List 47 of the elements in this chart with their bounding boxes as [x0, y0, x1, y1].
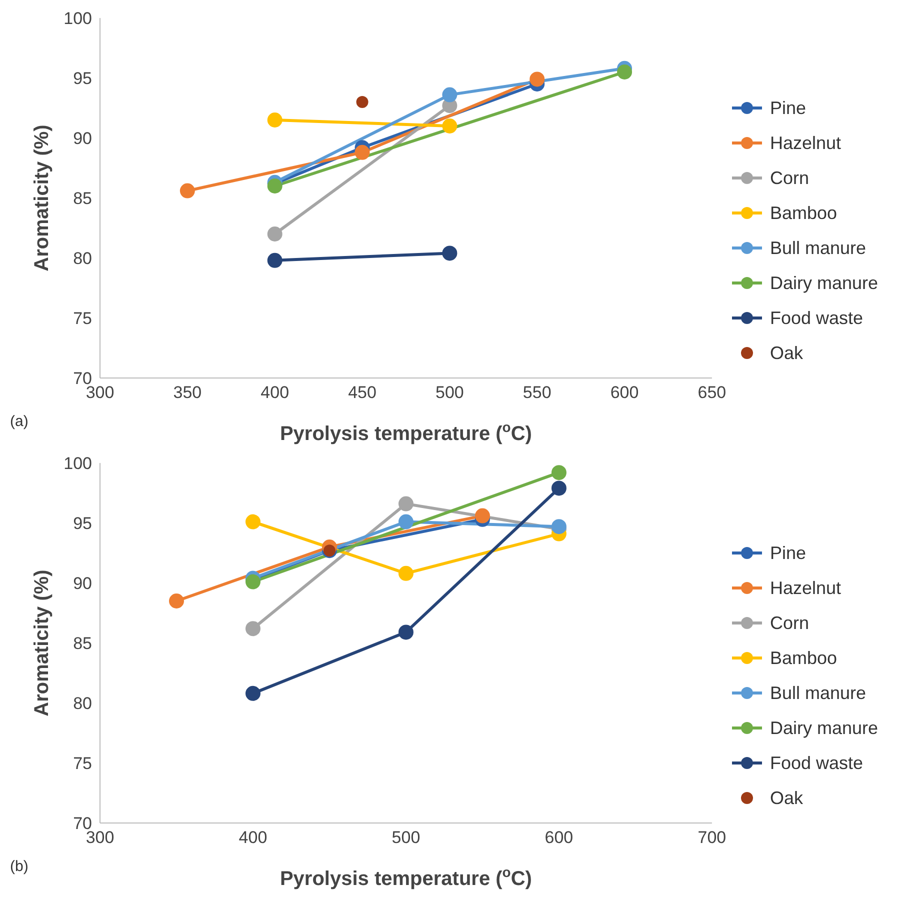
y-tick-label: 85: [73, 634, 92, 654]
y-tick-label: 90: [73, 574, 92, 594]
y-tick-label: 85: [73, 189, 92, 208]
legend-label: Bull manure: [770, 682, 866, 704]
x-tick-label: 650: [698, 383, 726, 402]
y-tick-label: 80: [73, 249, 92, 268]
y-axis-title: Aromaticity (%): [31, 570, 53, 716]
y-tick-label: 90: [73, 129, 92, 148]
y-tick-label: 75: [73, 309, 92, 328]
x-tick-label: 400: [260, 383, 290, 402]
x-tick-label: 500: [436, 383, 464, 402]
y-axis-title: Aromaticity (%): [31, 124, 53, 272]
x-tick-label: 550: [522, 383, 552, 402]
y-tick-label: 100: [64, 454, 92, 474]
x-axis-title: Pyrolysis temperature ($^{o}$C): [280, 864, 532, 890]
legend-label: Hazelnut: [770, 132, 841, 154]
x-tick-label: 600: [610, 383, 639, 402]
legend-label: Dairy manure: [770, 718, 878, 738]
text: (a): [10, 413, 28, 430]
legend-label: Bull manure: [770, 238, 866, 258]
legend-label: Hazelnut: [770, 578, 841, 598]
legend-label: Oak: [770, 342, 803, 364]
legend-label: Food waste: [770, 752, 864, 774]
legend-label: Bamboo: [770, 648, 837, 668]
legend-label: Pine: [770, 98, 806, 118]
legend-label: Corn: [770, 168, 809, 188]
text: (b): [10, 858, 28, 875]
legend-label: Bamboo: [770, 202, 837, 224]
y-tick-label: 95: [73, 514, 92, 534]
y-tick-label: 75: [73, 754, 92, 774]
legend-label: Food waste: [770, 308, 864, 328]
y-tick-label: 100: [64, 9, 92, 28]
y-tick-label: 95: [73, 69, 92, 88]
x-tick-label: 700: [698, 828, 726, 848]
x-tick-label: 300: [86, 828, 114, 848]
legend-label: Corn: [770, 612, 809, 634]
legend-label: Dairy manure: [770, 272, 878, 294]
y-tick-label: 80: [73, 694, 92, 714]
x-tick-label: 350: [173, 383, 202, 402]
x-tick-label: 600: [544, 828, 574, 848]
legend-label: Oak: [770, 788, 803, 808]
x-tick-label: 400: [238, 828, 268, 848]
x-tick-label: 500: [392, 828, 420, 848]
x-axis-title: Pyrolysis temperature ($^{o}$C): [280, 419, 532, 445]
legend-label: Pine: [770, 542, 806, 564]
x-tick-label: 300: [86, 383, 114, 402]
x-tick-label: 450: [348, 383, 376, 402]
